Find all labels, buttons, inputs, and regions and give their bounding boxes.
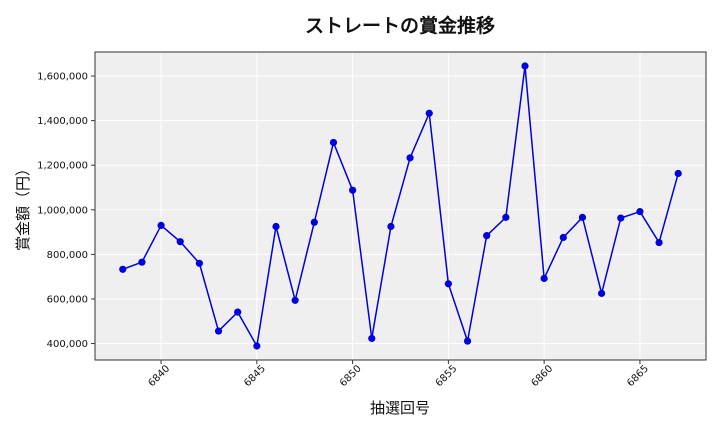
data-point [425,109,433,117]
data-point [655,238,663,247]
x-axis-label: 抽選回号 [370,399,430,417]
y-tick-label: 1,400,000 [37,116,88,127]
data-point [272,222,280,231]
y-tick-label: 1,600,000 [37,72,88,83]
x-tick-label: 6865 [625,363,651,389]
points-group [119,62,682,350]
series-line-group [122,65,679,349]
data-point [406,154,414,162]
y-tick-label: 800,000 [47,250,88,261]
data-point [636,207,644,216]
data-point [368,334,376,343]
data-point [253,342,261,350]
x-tick-label: 6855 [434,363,460,389]
data-point [291,296,299,304]
data-point [578,213,587,221]
data-point [502,213,510,221]
x-tick-label: 6860 [529,363,555,389]
data-point [521,62,529,70]
data-point [559,233,567,242]
y-tick-label: 400,000 [47,339,88,350]
data-point [598,289,606,297]
data-point [195,259,203,267]
data-point [234,308,242,316]
x-tick-label: 6850 [338,363,364,389]
data-point [463,337,472,345]
data-point [387,222,395,231]
data-point [119,265,127,273]
data-point [214,327,223,335]
data-point [674,169,682,178]
data-point [540,274,548,283]
y-axis: 400,000 600,000 800,000 1,000,000 1,200,000 1… [37,72,95,350]
data-point [157,221,165,229]
x-tick-label: 6845 [242,363,268,389]
y-tick-label: 1,200,000 [37,161,88,172]
x-axis: 6840 6845 6850 6855 6860 6865 [146,360,651,389]
data-point [310,218,318,226]
y-tick-label: 1,000,000 [37,205,88,216]
plot-area [95,52,706,360]
grid [95,52,706,360]
data-point [138,258,146,266]
data-point [349,186,357,194]
y-axis-label: 賞金額（円） [14,161,32,251]
plot-frame [94,51,707,361]
x-tick-label: 6840 [146,363,172,389]
y-tick-label: 600,000 [47,294,88,305]
data-point [329,138,338,147]
data-point [483,232,491,240]
series-line [122,65,679,349]
data-point [176,238,184,246]
chart-title: ストレートの賞金推移 [305,14,495,37]
data-point [617,214,625,222]
data-point [444,280,452,288]
